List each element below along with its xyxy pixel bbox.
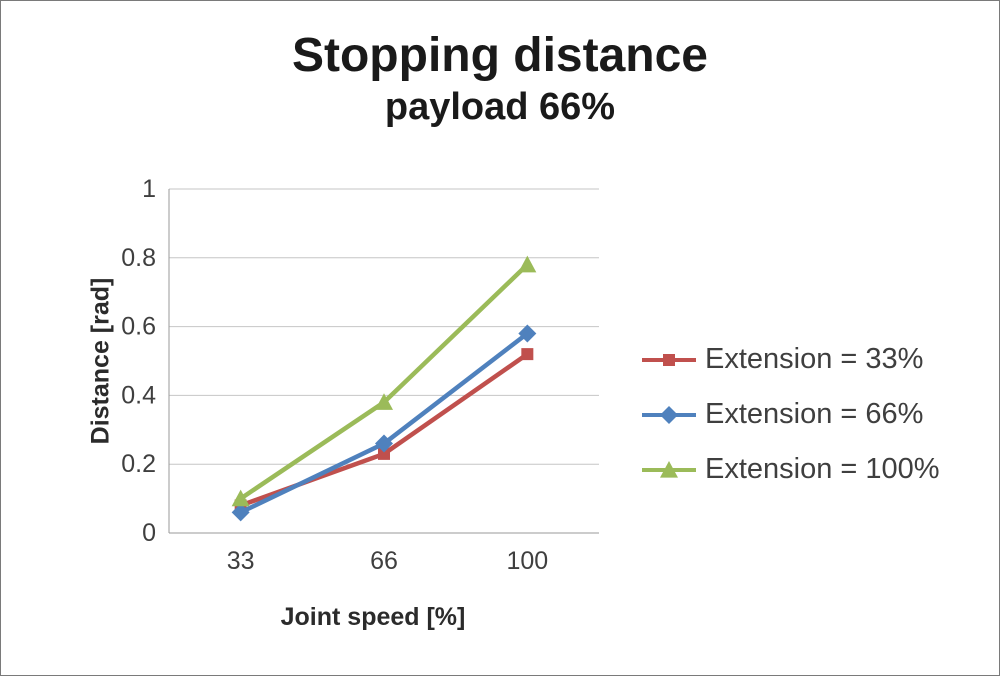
marker-triangle: [375, 393, 393, 410]
y-axis-title: Distance [rad]: [86, 277, 115, 445]
legend-label: Extension = 66%: [705, 398, 924, 430]
marker-triangle: [660, 460, 678, 478]
chart-title-block: Stopping distance payload 66%: [1, 29, 999, 129]
marker-diamond: [518, 324, 537, 343]
series-line-0: [238, 351, 530, 508]
legend-label: Extension = 100%: [705, 453, 940, 485]
marker-triangle: [518, 255, 537, 273]
square-legend-marker-icon: [642, 353, 696, 366]
legend-item: Extension = 33%: [641, 343, 940, 376]
y-tick-label: 0.8: [121, 244, 156, 272]
series-line-1: [238, 331, 530, 515]
legend-item: Extension = 100%: [641, 453, 940, 486]
x-tick-label: 100: [506, 547, 548, 575]
marker-square: [521, 348, 534, 361]
x-axis-title: Joint speed [%]: [280, 603, 466, 631]
triangle-legend-marker-icon: [642, 460, 696, 478]
y-tick-label: 0.6: [121, 313, 156, 341]
chart-subtitle: payload 66%: [384, 85, 616, 128]
marker-diamond: [375, 434, 393, 453]
y-tick-label: 0: [142, 519, 156, 547]
legend-item: Extension = 66%: [641, 398, 940, 431]
x-tick-label: 33: [227, 547, 255, 575]
marker-triangle: [231, 489, 250, 507]
y-tick-label: 1: [142, 175, 156, 203]
x-tick-label: 66: [370, 547, 398, 575]
marker-diamond: [660, 405, 678, 424]
diamond-legend-marker-icon: [642, 405, 696, 424]
y-tick-label: 0.4: [121, 381, 156, 409]
marker-square: [378, 447, 390, 460]
legend: Extension = 33% Extension = 66% Extension …: [641, 343, 940, 486]
marker-diamond: [231, 503, 250, 522]
y-tick-label: 0.2: [121, 450, 156, 478]
legend-label: Extension = 33%: [705, 343, 924, 375]
marker-square: [663, 353, 675, 366]
chart-title: Stopping distance: [291, 29, 708, 82]
